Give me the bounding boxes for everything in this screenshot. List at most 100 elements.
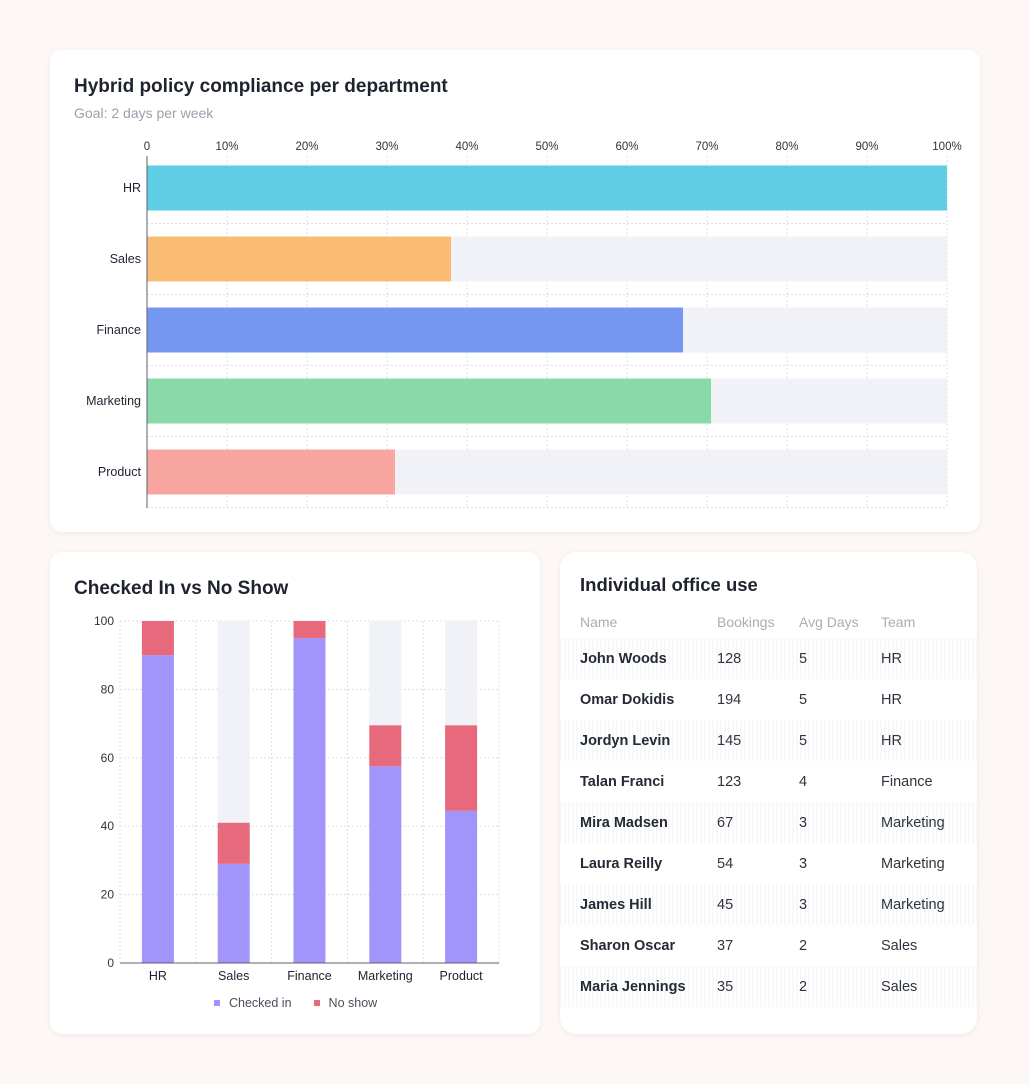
cell-bookings: 123	[717, 773, 742, 790]
y-tick-label: 40	[101, 819, 115, 833]
office-use-title: Individual office use	[580, 574, 758, 595]
x-tick-label: Product	[440, 969, 484, 983]
table-body: John Woods 128 5 HR Omar Dokidis 194 5 HR Jord…	[560, 638, 977, 1007]
table-row[interactable]: Maria Jennings 35 2 Sales	[560, 966, 977, 1007]
cell-team: HR	[881, 732, 902, 749]
x-tick-label: 50%	[535, 141, 558, 153]
legend-item-no-show[interactable]: No show	[313, 996, 378, 1010]
x-tick-label: 30%	[375, 141, 398, 153]
checkin-title: Checked In vs No Show	[74, 578, 289, 599]
table-row[interactable]: James Hill 45 3 Marketing	[560, 884, 977, 925]
table-row[interactable]: Mira Madsen 67 3 Marketing	[560, 802, 977, 843]
x-tick-label: 100%	[932, 141, 961, 153]
bar-no-show	[293, 621, 326, 639]
cell-avg-days: 5	[799, 732, 808, 749]
compliance-chart: 0 10% 20% 30% 40% 50% 60% 70% 80% 90% 100% HR Sales F…	[86, 141, 962, 508]
x-tick-label: 40%	[455, 141, 478, 153]
bar-checked-in	[217, 863, 250, 963]
bar-no-show	[369, 725, 402, 767]
cell-bookings: 67	[717, 814, 734, 831]
legend-item-checked-in[interactable]: Checked in	[214, 996, 292, 1010]
cell-bookings: 145	[717, 732, 742, 749]
checkin-card: Checked In vs No Show 0 20 40 60 80 100 HR Sale…	[50, 552, 540, 1034]
bar	[147, 165, 947, 211]
bar	[147, 378, 711, 424]
bar-checked-in	[369, 766, 402, 963]
legend-label-no-show: No show	[328, 996, 378, 1010]
checkin-legend: Checked in No show	[214, 996, 377, 1010]
cell-avg-days: 3	[799, 814, 808, 831]
cell-team: Sales	[881, 978, 918, 995]
bar-checked-in	[445, 810, 478, 963]
cell-name: Laura Reilly	[580, 855, 663, 872]
cell-avg-days: 2	[799, 937, 808, 954]
x-tick-label: 60%	[615, 141, 638, 153]
bar-no-show	[217, 822, 250, 864]
cell-name: Jordyn Levin	[580, 732, 671, 749]
table-row[interactable]: Sharon Oscar 37 2 Sales	[560, 925, 977, 966]
y-tick-label: 100	[94, 614, 114, 628]
y-tick-label: 0	[107, 956, 114, 970]
cell-name: Omar Dokidis	[580, 691, 675, 708]
cell-bookings: 37	[717, 937, 734, 954]
cell-team: Sales	[881, 937, 918, 954]
cell-bookings: 45	[717, 896, 734, 913]
table-row[interactable]: Laura Reilly 54 3 Marketing	[560, 843, 977, 884]
bar	[147, 307, 683, 353]
legend-swatch-checked-in	[214, 1000, 220, 1006]
legend-label-checked-in: Checked in	[229, 996, 292, 1010]
cell-avg-days: 3	[799, 896, 808, 913]
cell-team: Marketing	[881, 814, 945, 831]
bar-no-show	[141, 621, 174, 656]
legend-swatch-no-show	[313, 1000, 320, 1006]
bar	[147, 449, 395, 495]
cell-team: Finance	[881, 773, 933, 790]
y-tick-label: 60	[101, 751, 115, 765]
x-tick-label: Marketing	[358, 969, 413, 983]
cell-team: HR	[881, 650, 902, 667]
y-tick-label: HR	[123, 181, 141, 195]
cell-avg-days: 4	[799, 773, 808, 790]
table-header: Name Bookings Avg Days Team	[560, 614, 977, 634]
compliance-subtitle: Goal: 2 days per week	[74, 105, 214, 121]
x-tick-label: 90%	[855, 141, 878, 153]
cell-avg-days: 2	[799, 978, 808, 995]
table-row[interactable]: Omar Dokidis 194 5 HR	[560, 679, 977, 720]
cell-team: Marketing	[881, 896, 945, 913]
x-tick-label: 70%	[695, 141, 718, 153]
compliance-card: Hybrid policy compliance per department …	[50, 50, 980, 532]
y-tick-label: 80	[101, 682, 115, 696]
compliance-title: Hybrid policy compliance per department	[74, 76, 448, 97]
x-tick-label: Sales	[218, 969, 249, 983]
header-bookings[interactable]: Bookings	[717, 614, 775, 630]
cell-name: James Hill	[580, 896, 652, 913]
y-tick-label: Finance	[97, 323, 142, 337]
office-use-table: Name Bookings Avg Days Team John Woods 12…	[560, 614, 977, 1007]
table-row[interactable]: John Woods 128 5 HR	[560, 638, 977, 679]
bar	[147, 236, 451, 282]
x-tick-label: 20%	[295, 141, 318, 153]
cell-name: Maria Jennings	[580, 978, 686, 995]
cell-avg-days: 5	[799, 691, 808, 708]
cell-bookings: 128	[717, 650, 742, 667]
table-row[interactable]: Talan Franci 123 4 Finance	[560, 761, 977, 802]
cell-bookings: 194	[717, 691, 742, 708]
cell-team: Marketing	[881, 855, 945, 872]
cell-avg-days: 3	[799, 855, 808, 872]
header-avg-days[interactable]: Avg Days	[799, 614, 859, 630]
cell-team: HR	[881, 691, 902, 708]
cell-name: John Woods	[580, 650, 667, 667]
bar-no-show	[445, 725, 478, 811]
office-use-card: Individual office use Name Bookings Avg …	[560, 552, 977, 1034]
x-tick-label: 0	[144, 141, 150, 153]
x-tick-label: HR	[149, 969, 167, 983]
y-tick-label: Marketing	[86, 394, 141, 408]
header-team[interactable]: Team	[881, 614, 916, 630]
header-name[interactable]: Name	[580, 614, 618, 630]
table-row[interactable]: Jordyn Levin 145 5 HR	[560, 720, 977, 761]
bar-checked-in	[293, 638, 326, 963]
cell-bookings: 35	[717, 978, 734, 995]
y-tick-label: 20	[101, 888, 115, 902]
checkin-chart: 0 20 40 60 80 100 HR Sales Finance Marketing Produ…	[94, 614, 500, 983]
y-tick-label: Sales	[110, 252, 141, 266]
